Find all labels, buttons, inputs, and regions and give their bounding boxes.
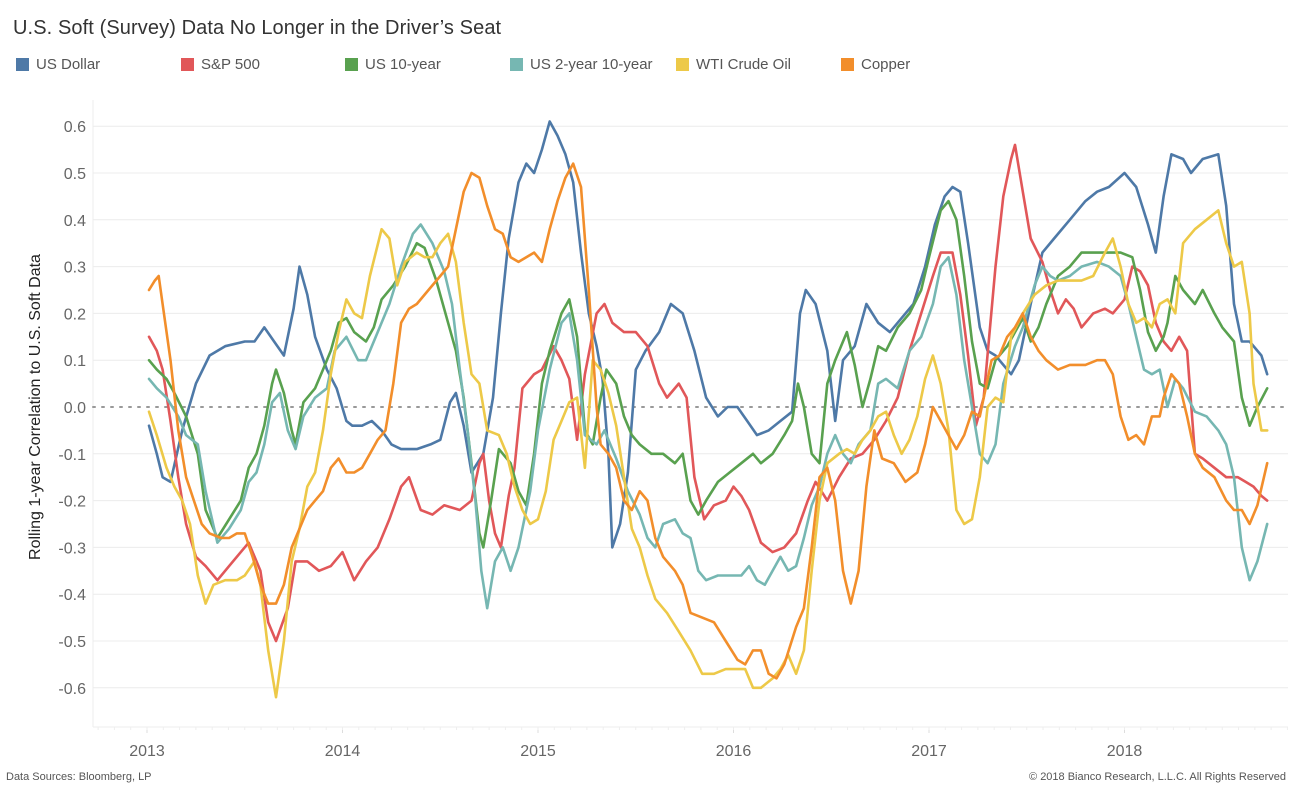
gridlines [92,100,1289,728]
chart-title: U.S. Soft (Survey) Data No Longer in the… [13,17,502,39]
y-tick-label: -0.6 [58,681,86,698]
series-lines [147,120,1269,699]
y-axis-title: Rolling 1-year Correlation to U.S. Soft … [27,254,44,560]
y-tick-label: 0.3 [64,260,86,277]
x-tick-label: 2016 [716,743,752,760]
series-line-us-10-year[interactable] [147,199,1269,549]
legend: US Dollar S&P 500 US 10-year US 2-year 1… [16,56,1296,76]
x-tick-label: 2014 [325,743,361,760]
legend-item-us-dollar[interactable]: US Dollar [16,56,100,73]
y-tick-label: -0.3 [58,540,86,557]
y-tick-label: -0.1 [58,447,86,464]
data-source-note: Data Sources: Bloomberg, LP [6,771,152,783]
legend-label: US 2-year 10-year [530,56,653,73]
y-tick-label: 0.5 [64,166,86,183]
x-tick-label: 2018 [1107,743,1143,760]
series-line-copper[interactable] [147,162,1269,680]
y-axis: 0.6 0.5 0.4 0.3 0.2 0.1 0.0 -0.1 -0.2 -0.3 -0.4 -0.… [58,119,86,698]
copyright-note: © 2018 Bianco Research, L.L.C. All Right… [1029,771,1286,783]
x-tick-label: 2015 [520,743,556,760]
series-line-s-p-500[interactable] [147,143,1269,643]
x-tick-label: 2013 [129,743,165,760]
series-line-wti-crude-oil[interactable] [147,209,1269,699]
legend-swatch [676,58,689,71]
y-tick-label: 0.6 [64,119,86,136]
series-line-us-dollar[interactable] [147,120,1269,549]
legend-swatch [181,58,194,71]
legend-label: US Dollar [36,56,101,73]
legend-swatch [345,58,358,71]
y-tick-label: 0.0 [64,400,86,417]
series-line-us-2-year-10-year[interactable] [147,223,1269,610]
legend-item-us-10-year[interactable]: US 10-year [345,56,441,73]
y-tick-label: 0.1 [64,353,86,370]
legend-label: US 10-year [365,56,441,73]
y-tick-label: 0.4 [64,213,86,230]
y-tick-label: 0.2 [64,306,86,323]
legend-swatch [16,58,29,71]
legend-item-us-2-year-10-year[interactable]: US 2-year 10-year [510,56,653,73]
legend-swatch [841,58,854,71]
x-axis: 2013 2014 2015 2016 2017 2018 [97,727,1288,760]
legend-label: Copper [861,56,911,73]
x-tick-label: 2017 [911,743,947,760]
legend-label: S&P 500 [201,56,260,73]
y-tick-label: -0.5 [58,634,86,651]
legend-item-sp500[interactable]: S&P 500 [181,56,260,73]
legend-item-copper[interactable]: Copper [841,56,910,73]
legend-item-wti-crude-oil[interactable]: WTI Crude Oil [676,56,791,73]
y-tick-label: -0.2 [58,494,86,511]
y-tick-label: -0.4 [58,587,86,604]
legend-label: WTI Crude Oil [696,56,792,73]
legend-swatch [510,58,523,71]
